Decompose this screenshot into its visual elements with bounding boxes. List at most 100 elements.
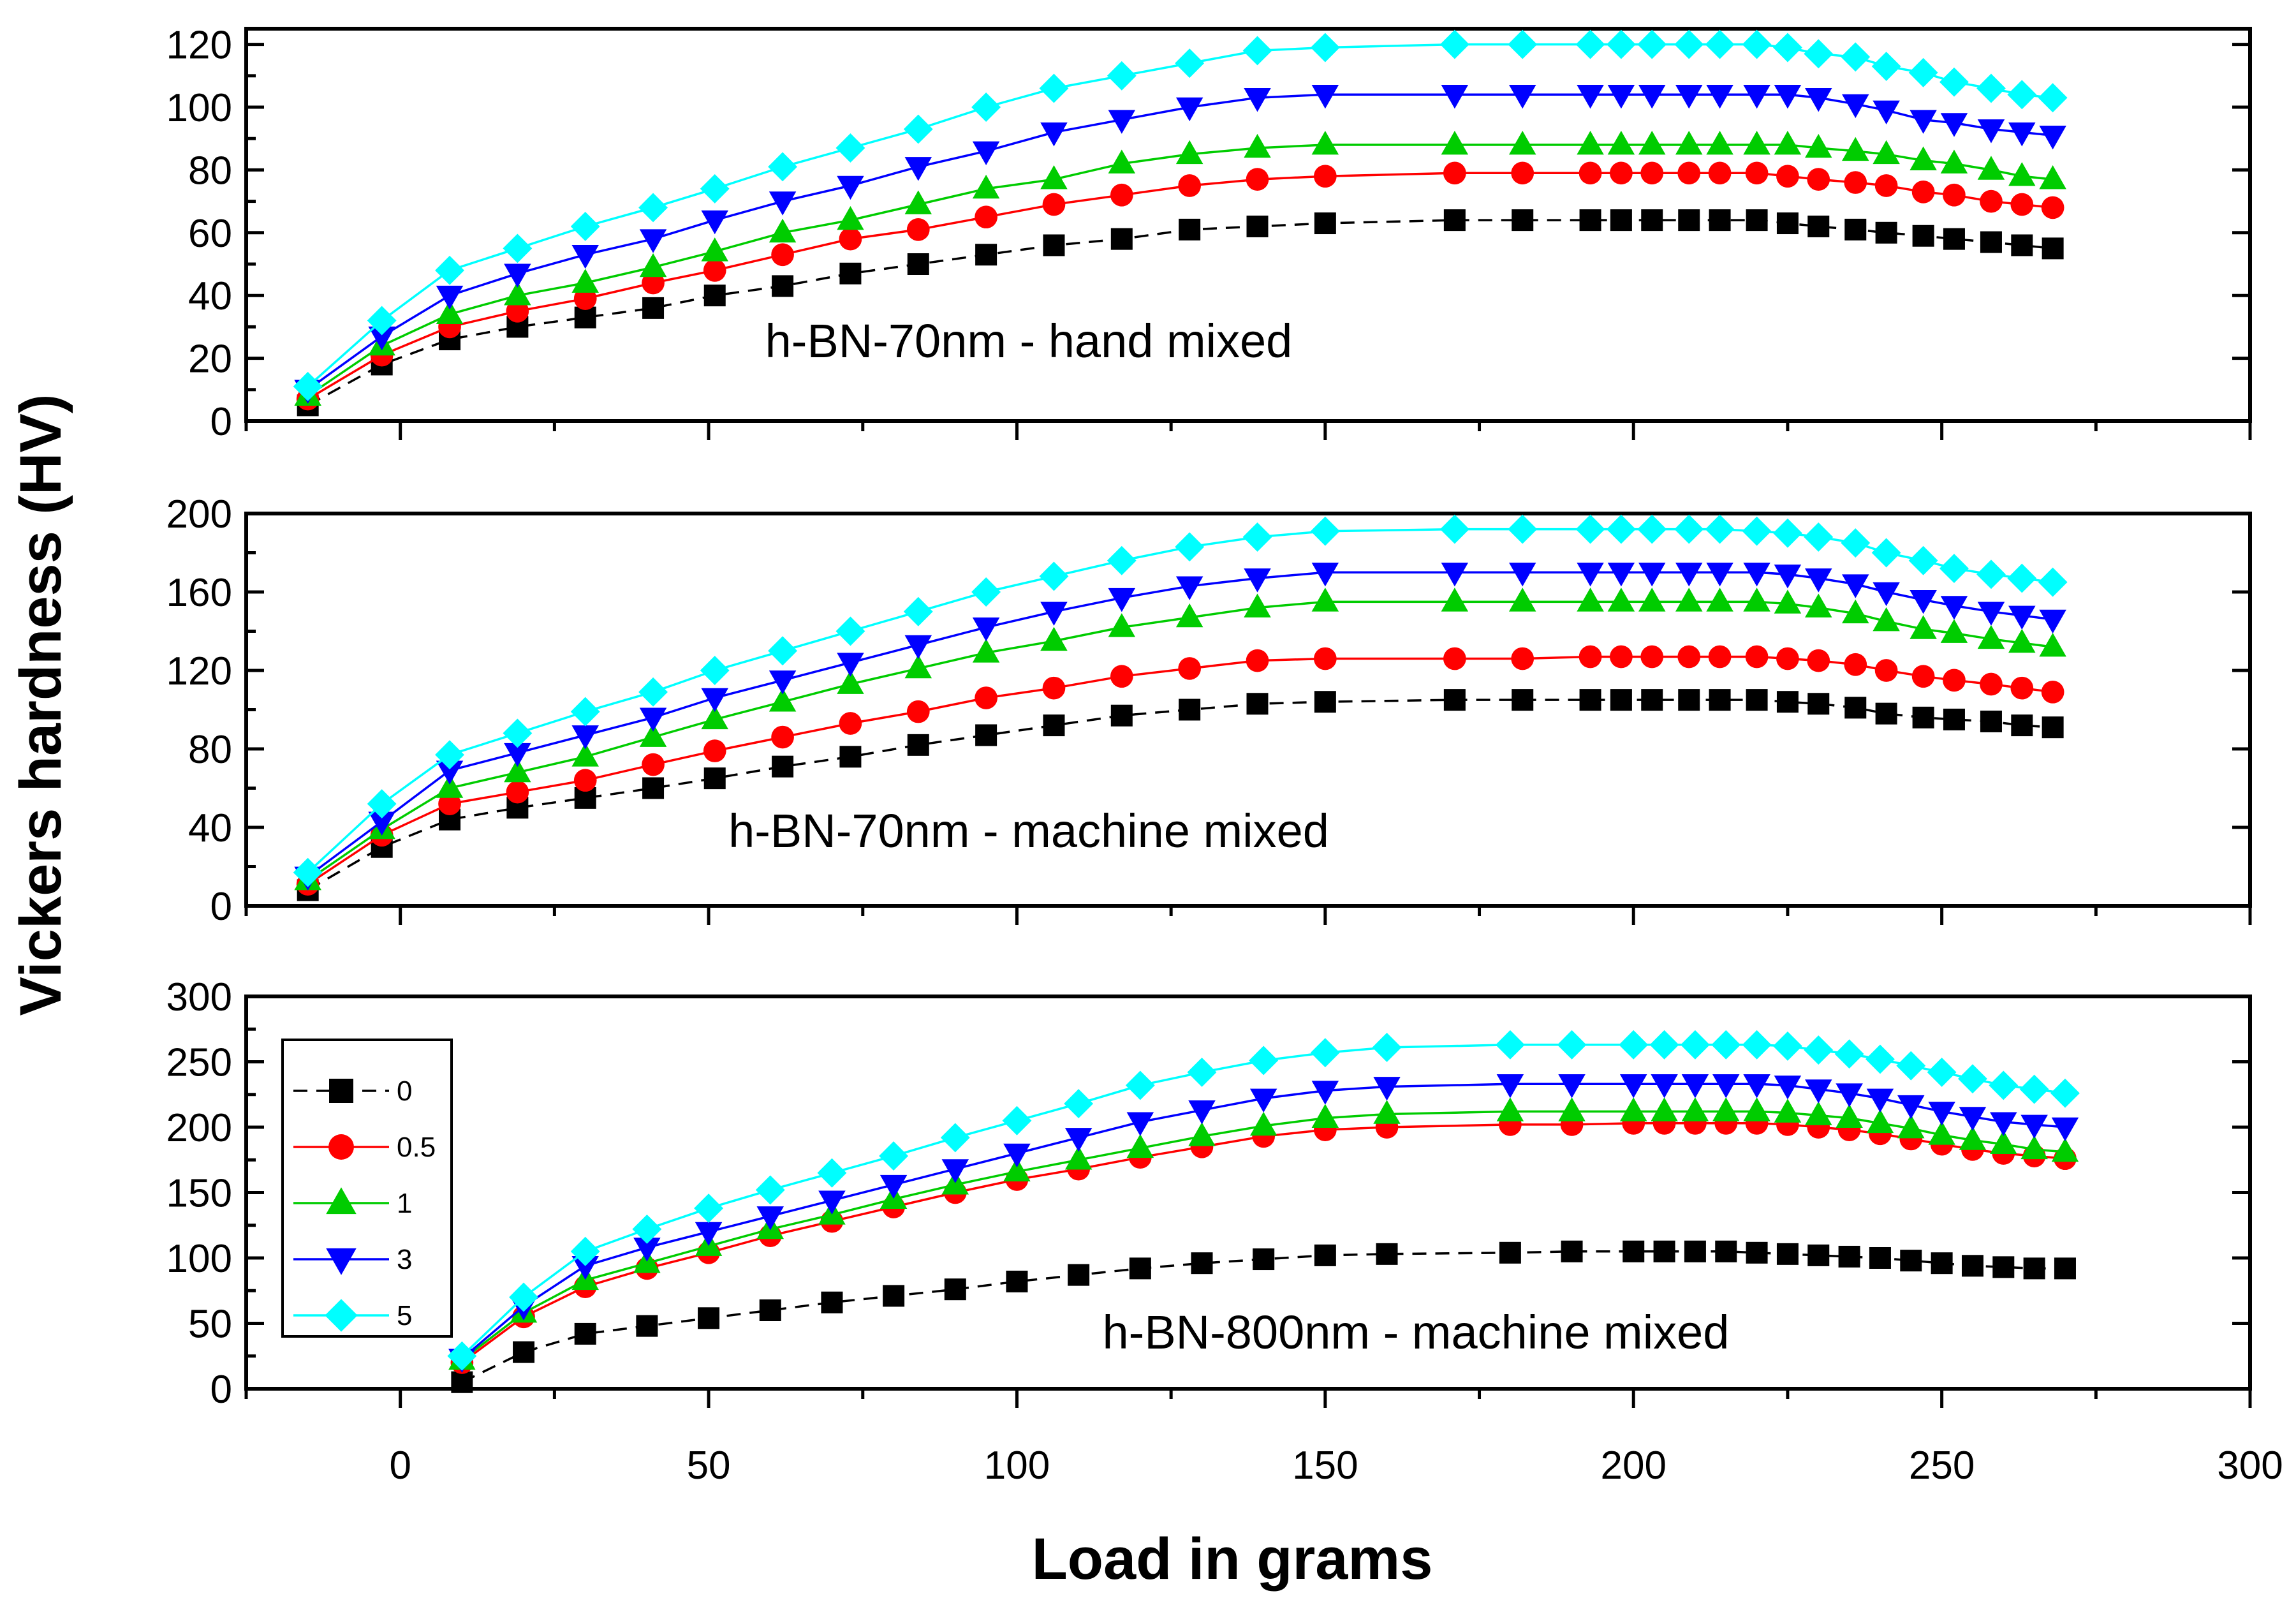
data-point xyxy=(975,205,997,229)
data-point xyxy=(1943,183,1966,207)
data-point xyxy=(971,92,1001,122)
panel-label: h-BN-70nm - machine mixed xyxy=(728,804,1329,857)
x-tick-label: 50 xyxy=(687,1444,731,1488)
data-point xyxy=(1311,588,1339,612)
data-point xyxy=(1776,212,1799,235)
data-point xyxy=(1715,1240,1737,1262)
data-point xyxy=(1940,113,1968,137)
data-point xyxy=(1577,562,1604,587)
data-point xyxy=(1705,514,1735,544)
data-point xyxy=(1125,1070,1155,1100)
data-point xyxy=(1912,225,1934,247)
data-point xyxy=(771,725,794,749)
data-point xyxy=(1175,97,1203,122)
data-point xyxy=(1961,1255,1983,1277)
data-point xyxy=(570,697,600,727)
data-point xyxy=(2039,165,2066,189)
data-point xyxy=(1178,657,1202,680)
data-point xyxy=(1246,215,1269,237)
data-point xyxy=(1910,615,1937,639)
data-point xyxy=(1805,593,1832,617)
series-layer xyxy=(293,29,2068,417)
data-point xyxy=(1039,73,1069,103)
data-point xyxy=(972,141,1000,165)
data-point xyxy=(903,596,933,626)
data-point xyxy=(1746,689,1768,711)
data-point xyxy=(1706,562,1733,587)
data-point xyxy=(1908,57,1938,87)
y-tick-label: 300 xyxy=(166,975,232,1019)
data-point xyxy=(1708,161,1732,185)
data-point xyxy=(1742,29,1772,59)
data-point xyxy=(2041,680,2064,704)
data-point xyxy=(1314,691,1336,713)
y-tick-label: 120 xyxy=(166,24,232,68)
data-point xyxy=(1244,133,1271,158)
data-point xyxy=(1178,174,1202,197)
data-point xyxy=(639,229,667,253)
data-point xyxy=(1912,706,1934,728)
y-tick-label: 200 xyxy=(166,492,232,536)
data-point xyxy=(1557,1030,1587,1060)
data-point xyxy=(1311,85,1339,109)
data-point xyxy=(1805,1079,1832,1104)
data-point xyxy=(1619,1097,1647,1121)
data-point xyxy=(701,705,728,730)
data-point xyxy=(1042,676,1066,700)
data-point xyxy=(1372,1033,1402,1062)
data-point xyxy=(438,792,461,815)
data-point xyxy=(1579,689,1601,711)
data-point xyxy=(839,262,862,285)
data-point xyxy=(1439,29,1469,59)
data-point xyxy=(1674,514,1704,544)
data-point xyxy=(883,1285,905,1307)
data-point xyxy=(1108,110,1136,134)
data-point xyxy=(2008,122,2036,147)
data-point xyxy=(2051,1117,2079,1142)
data-point xyxy=(1651,1074,1678,1098)
data-point xyxy=(1313,165,1337,188)
data-point xyxy=(1640,645,1664,669)
data-point xyxy=(367,306,397,336)
data-point xyxy=(1911,180,1935,203)
data-point xyxy=(1110,704,1133,727)
data-point xyxy=(639,723,667,747)
legend-marker xyxy=(326,1187,357,1215)
data-point xyxy=(971,577,1001,607)
legend-label: 0 xyxy=(397,1076,412,1107)
data-point xyxy=(817,1158,847,1188)
y-tick-label: 0 xyxy=(210,400,232,444)
data-point xyxy=(1441,562,1469,587)
data-point xyxy=(1866,1109,1894,1134)
x-axis-ticks xyxy=(244,421,2252,440)
data-point xyxy=(1242,522,1272,552)
data-point xyxy=(504,758,531,783)
data-point xyxy=(1064,1128,1093,1152)
data-point xyxy=(1064,1089,1094,1119)
data-point xyxy=(904,635,932,660)
data-point xyxy=(1873,100,1900,125)
data-point xyxy=(835,133,865,163)
data-point xyxy=(755,1175,785,1205)
legend-marker xyxy=(329,1079,353,1103)
data-point xyxy=(506,780,529,804)
legend-marker xyxy=(325,1299,358,1332)
data-point xyxy=(1910,110,1937,134)
data-point xyxy=(1977,156,2005,180)
data-point xyxy=(700,656,730,685)
data-point xyxy=(1844,171,1867,194)
data-point xyxy=(571,725,599,750)
data-point xyxy=(1709,689,1731,711)
data-point xyxy=(1871,538,1901,568)
data-point xyxy=(1610,209,1632,232)
data-point xyxy=(638,193,668,223)
data-point xyxy=(2050,1078,2080,1108)
data-point xyxy=(1931,1252,1953,1275)
data-point xyxy=(1911,665,1935,688)
data-point xyxy=(509,1282,538,1312)
data-point xyxy=(837,670,864,694)
data-point xyxy=(1842,137,1869,161)
data-point xyxy=(1711,1030,1741,1060)
y-tick-label: 40 xyxy=(188,274,232,318)
data-point xyxy=(506,299,529,323)
